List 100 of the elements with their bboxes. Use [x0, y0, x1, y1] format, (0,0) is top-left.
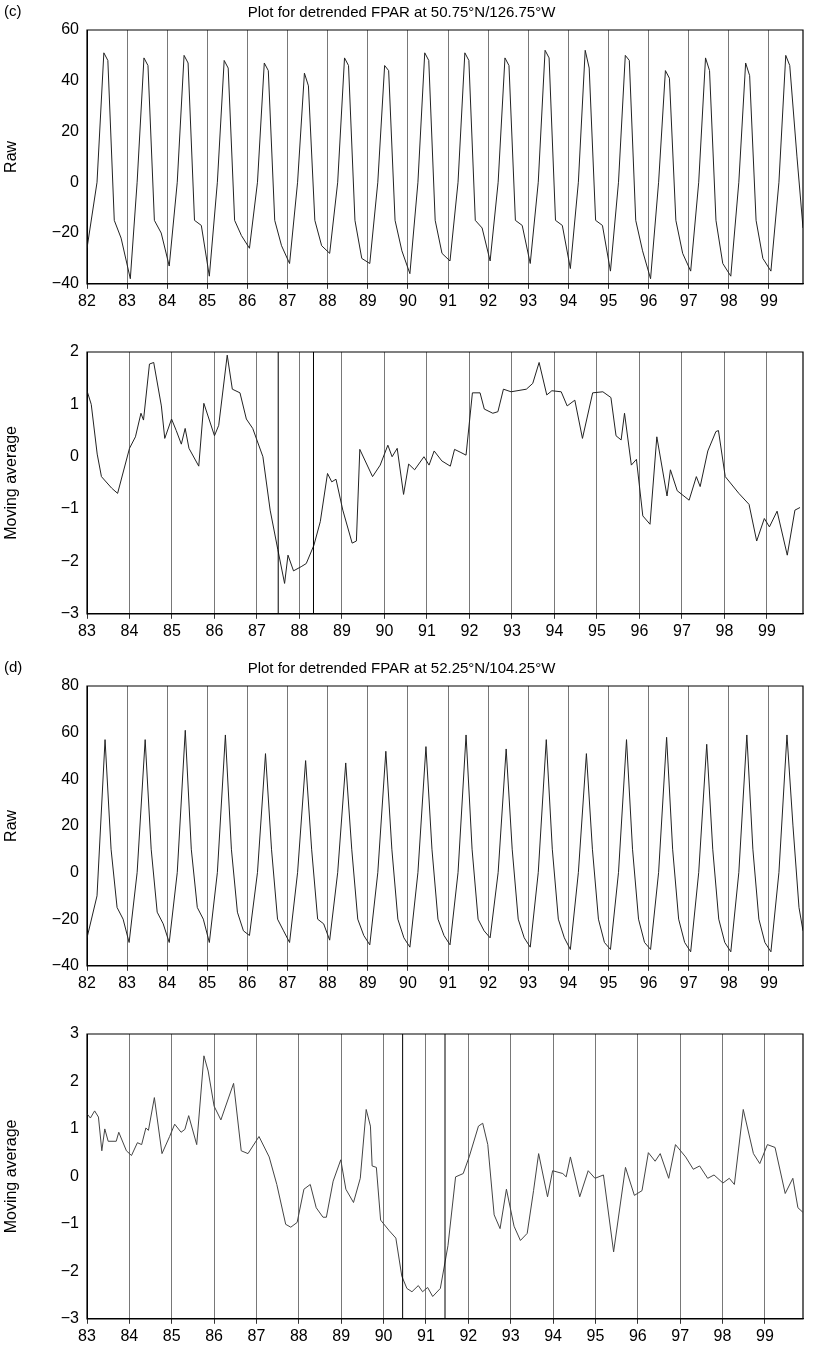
y-tick-label: −40 [51, 274, 80, 292]
y-axis-title: Moving average [2, 425, 20, 540]
x-tick-label: 86 [205, 621, 224, 639]
y-tick-label: 60 [61, 723, 80, 741]
x-tick-label: 90 [375, 621, 394, 639]
x-tick-label: 97 [671, 1326, 690, 1344]
y-tick-label: −1 [60, 1214, 80, 1232]
x-tick-label: 89 [358, 291, 377, 309]
y-tick-label: 1 [70, 394, 80, 412]
x-tick-label: 89 [332, 1326, 351, 1344]
x-tick-label: 87 [278, 973, 297, 991]
x-tick-label: 93 [519, 973, 538, 991]
x-tick-label: 91 [417, 1326, 435, 1344]
x-tick-label: 98 [719, 973, 738, 991]
x-tick-label: 95 [599, 291, 618, 309]
x-tick-label: 97 [679, 291, 698, 309]
x-tick-label: 82 [78, 291, 96, 309]
x-tick-label: 88 [290, 621, 309, 639]
y-tick-label: 40 [61, 71, 80, 89]
x-tick-label: 94 [559, 291, 578, 309]
x-tick-label: 93 [501, 1326, 520, 1344]
x-tick-label: 92 [479, 973, 498, 991]
x-tick-label: 92 [460, 621, 479, 639]
x-tick-label: 87 [278, 291, 297, 309]
x-tick-label: 99 [760, 973, 778, 991]
x-tick-label: 90 [399, 291, 417, 309]
y-tick-label: 60 [61, 20, 80, 38]
x-tick-label: 98 [719, 291, 738, 309]
y-tick-label: 2 [70, 1071, 80, 1089]
x-tick-label: 82 [78, 973, 96, 991]
y-tick-label: 1 [70, 1119, 80, 1137]
x-tick-label: 85 [198, 291, 217, 309]
x-tick-label: 89 [333, 621, 351, 639]
x-tick-label: 85 [198, 973, 217, 991]
y-tick-label: 20 [61, 816, 80, 834]
y-tick-label: −2 [60, 551, 80, 569]
x-tick-label: 98 [715, 621, 734, 639]
y-tick-label: −3 [60, 1309, 80, 1327]
y-tick-label: 40 [61, 769, 80, 787]
y-tick-label: 3 [70, 1024, 80, 1042]
chart-title: Plot for detrended FPAR at 50.75°N/126.75°W [247, 3, 557, 21]
x-tick-label: 84 [158, 291, 177, 309]
x-tick-label: 96 [639, 291, 658, 309]
x-tick-label: 85 [163, 621, 181, 639]
x-tick-label: 90 [374, 1326, 393, 1344]
x-tick-label: 99 [755, 1326, 774, 1344]
x-tick-label: 92 [479, 291, 498, 309]
x-tick-label: 83 [118, 973, 137, 991]
y-tick-label: −2 [60, 1261, 80, 1279]
y-tick-label: 80 [61, 676, 80, 694]
x-tick-label: 98 [713, 1326, 732, 1344]
text: (d) [4, 658, 23, 675]
y-tick-label: −20 [51, 909, 80, 927]
x-tick-label: 94 [544, 1326, 563, 1344]
y-tick-label: 0 [70, 1166, 80, 1184]
x-tick-label: 91 [418, 621, 436, 639]
y-tick-label: 0 [70, 447, 80, 465]
x-tick-label: 96 [628, 1326, 647, 1344]
x-tick-label: 94 [559, 973, 578, 991]
x-tick-label: 84 [120, 1326, 139, 1344]
y-tick-label: −3 [60, 604, 80, 622]
x-tick-label: 96 [630, 621, 649, 639]
x-tick-label: 86 [238, 973, 257, 991]
x-tick-label: 83 [78, 621, 96, 639]
x-tick-label: 84 [120, 621, 139, 639]
x-tick-label: 83 [118, 291, 137, 309]
x-tick-label: 86 [205, 1326, 224, 1344]
x-tick-label: 92 [459, 1326, 478, 1344]
y-tick-label: −1 [60, 499, 80, 517]
chart-title: Plot for detrended FPAR at 52.25°N/104.25°W [247, 659, 557, 677]
x-tick-label: 93 [503, 621, 521, 639]
x-tick-label: 87 [248, 621, 266, 639]
x-tick-label: 88 [318, 973, 337, 991]
y-axis-title: Moving average [2, 1119, 20, 1234]
x-tick-label: 93 [519, 291, 538, 309]
x-tick-label: 85 [162, 1326, 181, 1344]
y-axis-title: Raw [2, 809, 20, 842]
y-tick-label: −20 [51, 223, 80, 241]
y-tick-label: 0 [70, 862, 80, 880]
x-tick-label: 84 [158, 973, 177, 991]
x-tick-label: 99 [760, 291, 778, 309]
x-tick-label: 87 [247, 1326, 266, 1344]
y-tick-label: −40 [51, 956, 80, 974]
x-tick-label: 86 [238, 291, 257, 309]
x-tick-label: 88 [289, 1326, 308, 1344]
x-tick-label: 95 [588, 621, 606, 639]
x-tick-label: 99 [757, 621, 776, 639]
x-tick-label: 90 [399, 973, 417, 991]
x-tick-label: 97 [679, 973, 698, 991]
x-tick-label: 91 [439, 291, 458, 309]
y-tick-label: 2 [70, 342, 80, 360]
x-tick-label: 89 [358, 973, 377, 991]
y-tick-label: 0 [70, 172, 80, 190]
x-tick-label: 94 [545, 621, 564, 639]
text: (c) [4, 2, 22, 19]
x-tick-label: 91 [439, 973, 458, 991]
x-tick-label: 88 [318, 291, 337, 309]
x-tick-label: 83 [78, 1326, 96, 1344]
y-axis-title: Raw [2, 140, 20, 173]
x-tick-label: 95 [586, 1326, 605, 1344]
